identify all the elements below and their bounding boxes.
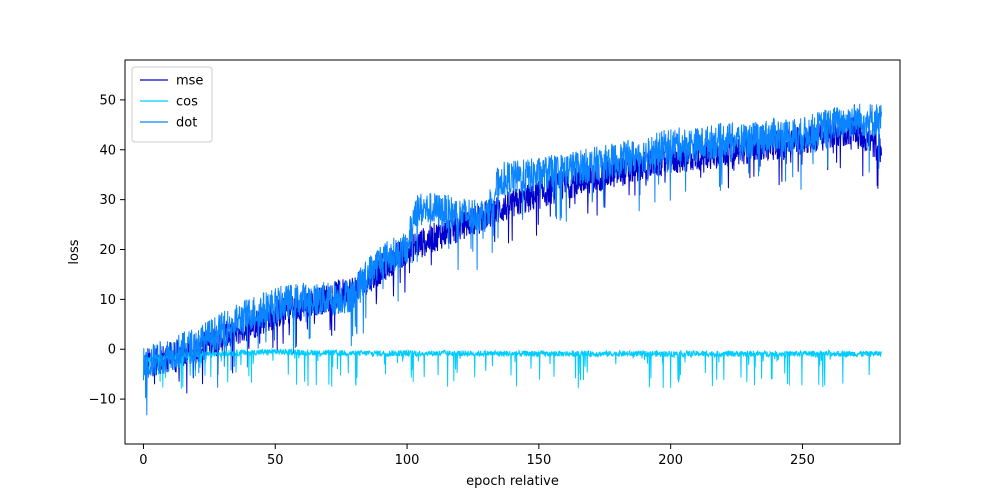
ticks-layer: 0 50 100 150 200 250 −10 0 10 20 30 40 50 <box>89 93 815 468</box>
legend: mse cos dot <box>131 66 213 143</box>
x-axis-label: epoch relative <box>466 474 559 489</box>
y-tick-label: 0 <box>108 343 116 358</box>
legend-label-dot: dot <box>176 116 197 131</box>
y-tick-label: 40 <box>99 143 116 158</box>
y-tick-label: 20 <box>99 243 116 258</box>
y-axis-label: loss <box>67 239 82 264</box>
plot-frame <box>124 59 901 445</box>
x-tick-label: 150 <box>526 453 551 468</box>
legend-label-cos: cos <box>176 95 198 110</box>
x-tick-label: 100 <box>395 453 420 468</box>
legend-label-mse: mse <box>176 74 203 89</box>
y-tick-label: 10 <box>99 293 116 308</box>
series-line-cos <box>143 347 882 389</box>
series-line-dot <box>143 103 882 416</box>
x-tick-label: 200 <box>658 453 683 468</box>
y-tick-label: 50 <box>99 93 116 108</box>
plot-layer <box>143 103 882 416</box>
x-tick-label: 50 <box>267 453 284 468</box>
x-tick-label: 250 <box>790 453 815 468</box>
y-tick-label: 30 <box>99 193 116 208</box>
y-tick-label: −10 <box>89 393 116 408</box>
legend-box <box>131 66 213 143</box>
x-tick-label: 0 <box>139 453 147 468</box>
